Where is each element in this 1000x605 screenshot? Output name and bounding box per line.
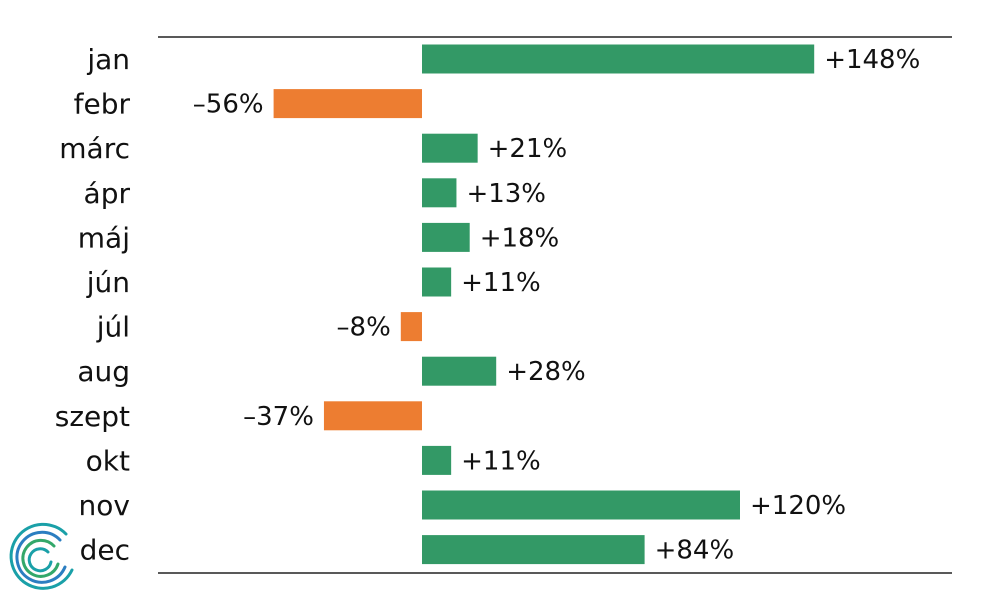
value-label: +148% [824, 45, 920, 75]
value-label: +21% [488, 134, 568, 164]
category-labels-group: jan febr márc ápr máj jún júl aug szept okt nov dec [55, 43, 131, 567]
category-label: okt [86, 444, 130, 477]
bar-nov [422, 490, 740, 520]
value-label: –56% [193, 90, 264, 120]
value-label: +13% [466, 179, 546, 209]
bar-szept [323, 401, 422, 431]
spiral-logo-icon [9, 522, 74, 590]
bar-dec [422, 535, 645, 565]
category-label: ápr [84, 177, 131, 210]
category-label: szept [55, 400, 130, 433]
bar-aug [422, 356, 497, 386]
bar-máj [422, 222, 470, 252]
bar-jún [422, 267, 452, 297]
category-label: jan [86, 43, 130, 76]
value-label: +84% [655, 536, 735, 566]
category-label: jún [86, 266, 130, 299]
value-label: –8% [337, 313, 391, 343]
value-label: +120% [750, 491, 846, 521]
category-label: nov [79, 489, 130, 522]
category-label: aug [77, 355, 130, 388]
value-labels-group: +148% –56% +21% +13% +18% +11% –8% +28% –37% +11%… [193, 45, 921, 566]
value-label: +11% [461, 268, 541, 298]
category-label: dec [80, 534, 130, 567]
bar-júl [400, 312, 422, 342]
bar-ápr [422, 178, 457, 208]
value-label: –37% [243, 402, 314, 432]
category-label: márc [59, 132, 130, 165]
value-label: +18% [480, 223, 560, 253]
value-label: +28% [506, 357, 586, 387]
bar-jan [422, 44, 815, 74]
bars-group [273, 44, 815, 565]
bar-márc [422, 133, 478, 163]
bar-febr [273, 89, 422, 119]
value-label: +11% [461, 446, 541, 476]
category-label: máj [78, 221, 130, 254]
category-label: júl [96, 311, 130, 344]
bar-okt [422, 445, 452, 475]
category-label: febr [74, 88, 131, 121]
